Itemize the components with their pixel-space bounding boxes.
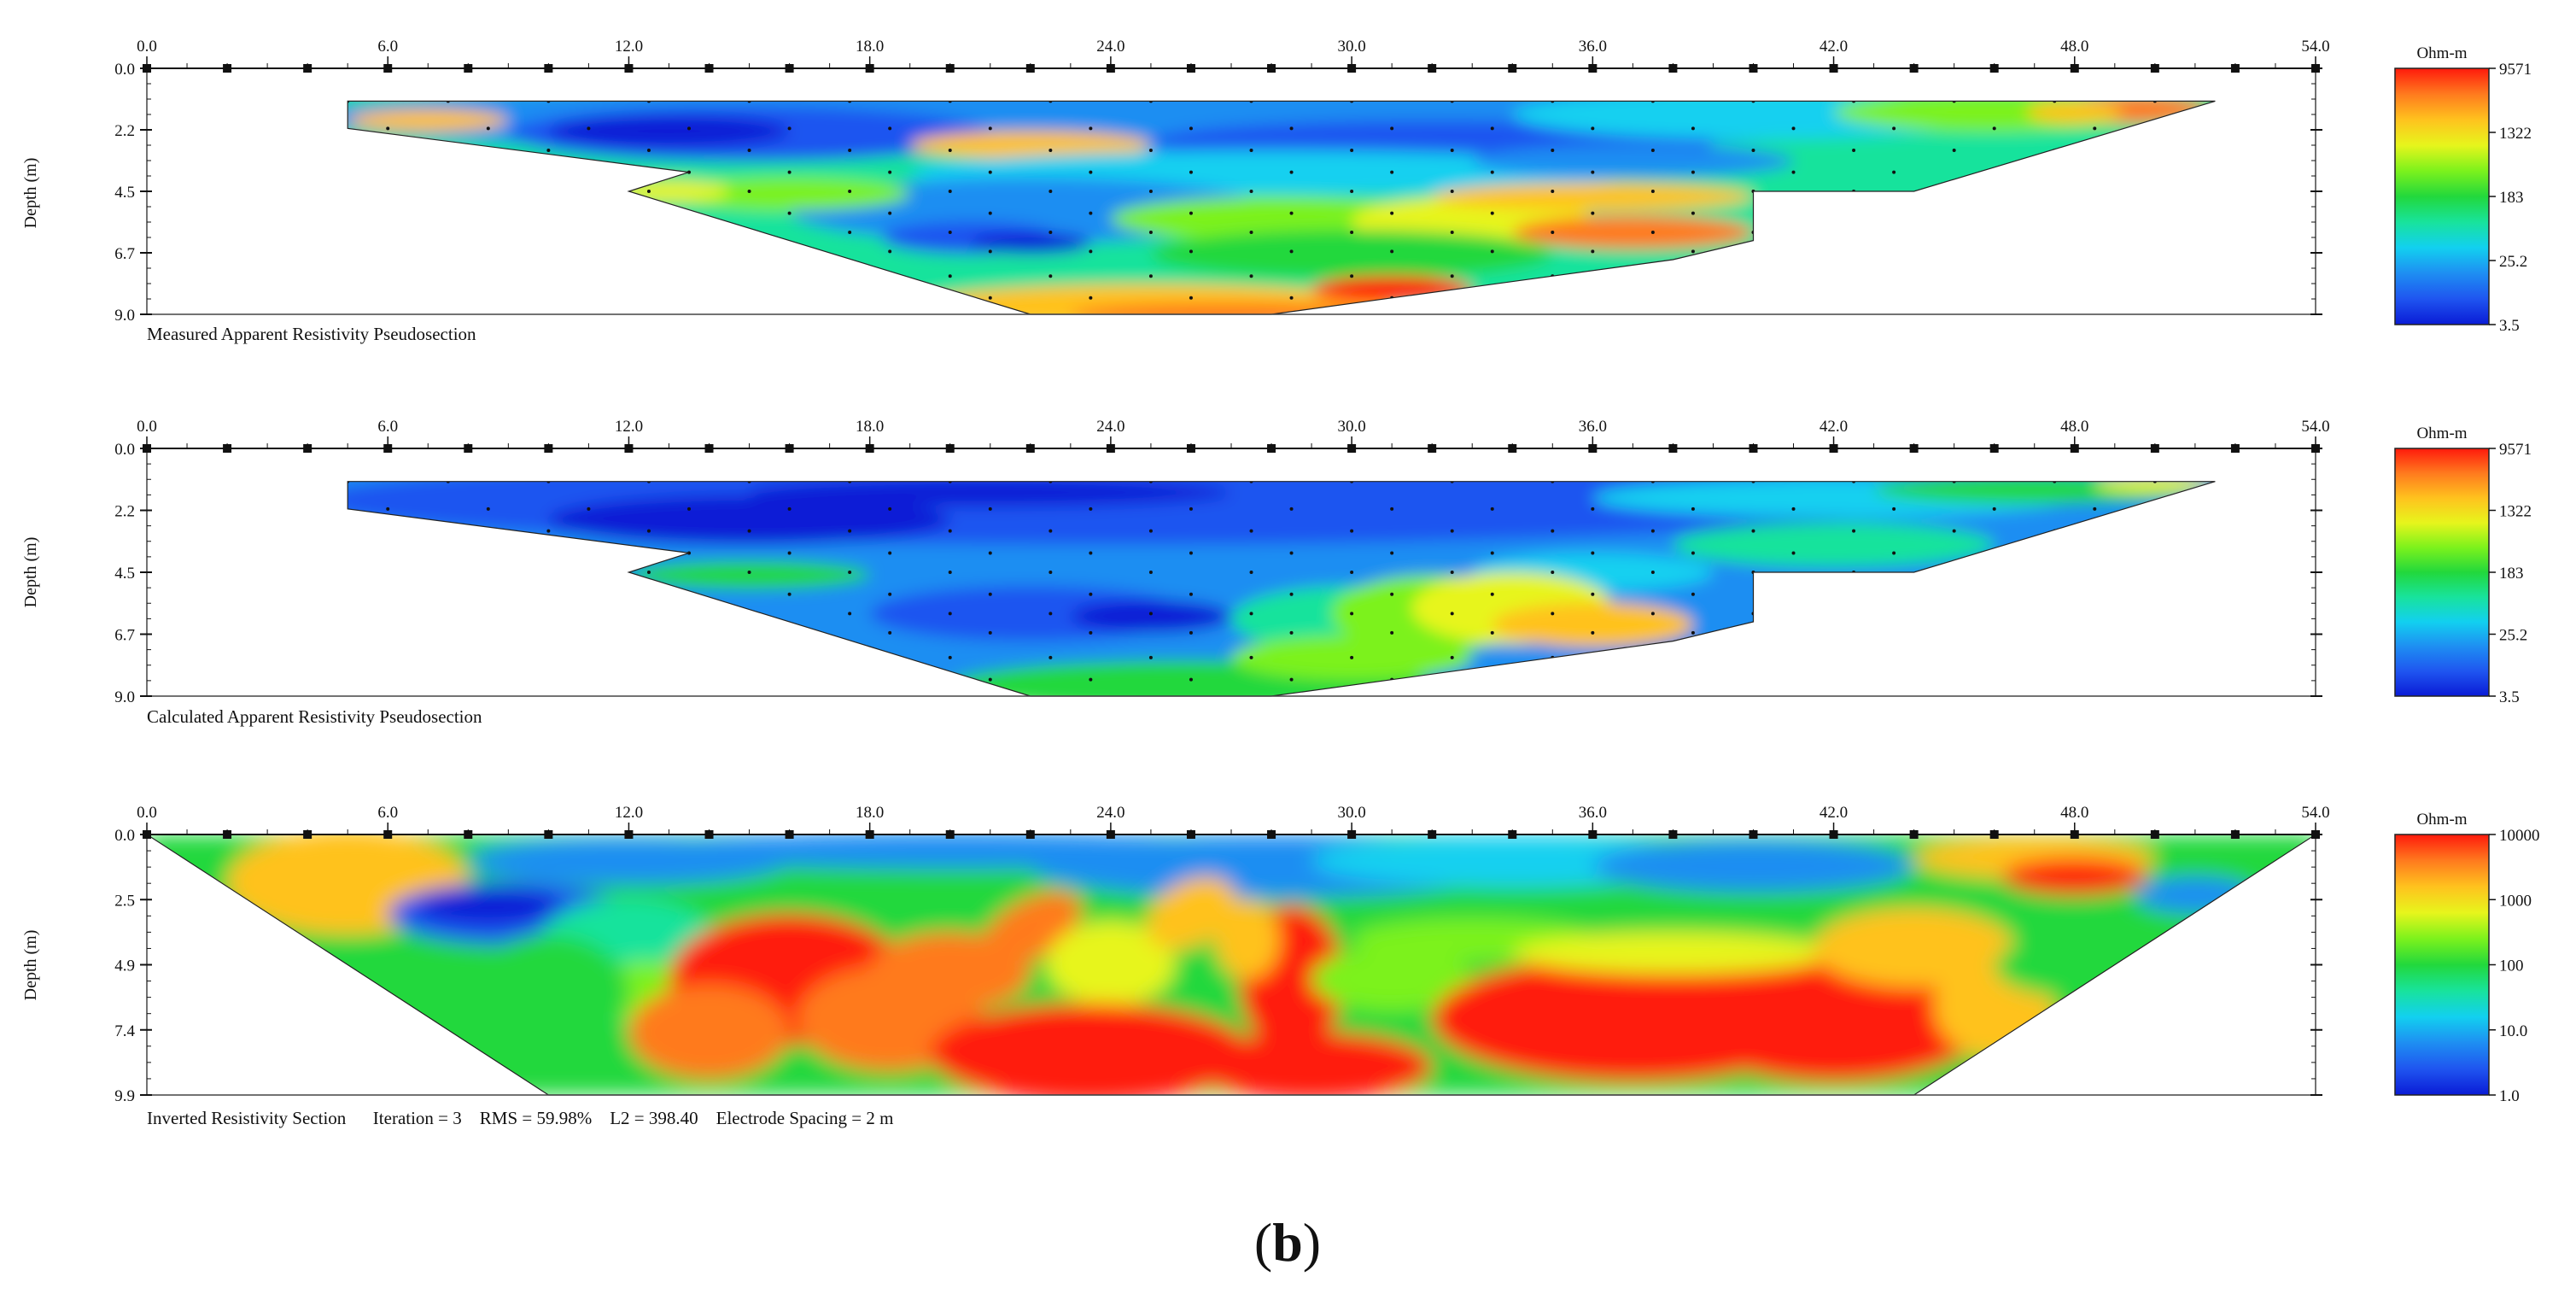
y-tick-label: 2.2	[114, 503, 135, 521]
colorbar-tick-label: 10.0	[2499, 1022, 2527, 1040]
colorbar-tick-label: 183	[2499, 189, 2524, 207]
y-tick-label: 9.9	[114, 1087, 135, 1105]
x-tick-label: 48.0	[2060, 418, 2088, 436]
figure-panel-letter: b	[1272, 1212, 1303, 1273]
x-tick-label: 12.0	[615, 804, 643, 822]
x-tick-label: 54.0	[2301, 38, 2329, 56]
section-contour-fill	[348, 101, 2216, 315]
x-tick-label: 36.0	[1579, 418, 1607, 436]
section-contour-fill	[147, 834, 2316, 1095]
y-tick-label: 4.5	[114, 184, 135, 202]
colorbar-ramp	[2394, 448, 2490, 697]
plot-axes: 0.0 6.0 12.0 18.0 24.0 30.0 36.0 42.0 48.0 54.0 0.…	[114, 418, 2329, 706]
panel-caption: Calculated Apparent Resistivity Pseudose…	[147, 706, 482, 727]
y-tick-label: 2.2	[114, 122, 135, 140]
colorbar-tick-label: 10000	[2499, 827, 2540, 845]
x-tick-label: 54.0	[2301, 418, 2329, 436]
colorbar-tick-label: 1.0	[2499, 1087, 2520, 1105]
y-axis-title: Depth (m)	[21, 930, 40, 1001]
x-tick-label: 48.0	[2060, 38, 2088, 56]
x-tick-label: 24.0	[1096, 418, 1124, 436]
x-tick-label: 6.0	[377, 804, 398, 822]
y-tick-label: 4.9	[114, 957, 135, 975]
colorbar: Ohm-m 9571 1322 183 25.2 3.5	[2394, 425, 2532, 706]
colorbar-tick-label: 9571	[2499, 61, 2532, 79]
colorbar-ramp	[2394, 834, 2490, 1096]
colorbar-tick-label: 3.5	[2499, 317, 2520, 335]
x-tick-label: 42.0	[1820, 418, 1848, 436]
x-tick-label: 48.0	[2060, 804, 2088, 822]
x-tick-label: 36.0	[1579, 38, 1607, 56]
y-axis-title: Depth (m)	[21, 537, 40, 608]
y-tick-label: 6.7	[114, 245, 135, 263]
x-tick-label: 0.0	[137, 418, 157, 436]
y-tick-label: 4.5	[114, 565, 135, 583]
colorbar-tick-label: 183	[2499, 565, 2524, 583]
x-tick-label: 42.0	[1820, 804, 1848, 822]
y-axis-title: Depth (m)	[21, 158, 40, 229]
colorbar-tick-label: 100	[2499, 957, 2524, 975]
y-tick-label: 6.7	[114, 627, 135, 645]
colorbar-tick-label: 3.5	[2499, 688, 2520, 706]
x-tick-label: 18.0	[856, 418, 884, 436]
y-tick-label: 2.5	[114, 892, 135, 910]
x-tick-label: 18.0	[856, 804, 884, 822]
y-tick-label: 0.0	[114, 827, 135, 845]
y-tick-label: 0.0	[114, 61, 135, 79]
colorbar: Ohm-m 10000 1000 100 10.0 1.0	[2394, 811, 2540, 1105]
calculated-resistivity-fill	[347, 481, 2216, 697]
x-tick-label: 30.0	[1337, 804, 1365, 822]
panel-caption: Inverted Resistivity Section Iteration =…	[147, 1108, 893, 1128]
colorbar-tick-label: 25.2	[2499, 253, 2527, 271]
measured-resistivity-fill	[347, 100, 2216, 315]
measured-pseudosection-panel: 0.0 6.0 12.0 18.0 24.0 30.0 36.0 42.0 48.0 54.0 0.…	[21, 38, 2532, 344]
x-tick-label: 0.0	[137, 804, 157, 822]
inverted-resistivity-fill	[144, 834, 2318, 1096]
x-tick-label: 18.0	[856, 38, 884, 56]
x-tick-label: 30.0	[1337, 418, 1365, 436]
x-tick-label: 24.0	[1096, 38, 1124, 56]
figure-panel-label: (b)	[1254, 1212, 1321, 1273]
colorbar-ramp	[2394, 67, 2490, 325]
y-tick-label: 9.0	[114, 688, 135, 706]
x-tick-label: 12.0	[615, 418, 643, 436]
plot-axes: 0.0 6.0 12.0 18.0 24.0 30.0 36.0 42.0 48.0 54.0 0.…	[114, 38, 2329, 325]
x-tick-label: 0.0	[137, 38, 157, 56]
colorbar-tick-label: 1322	[2499, 503, 2532, 521]
x-tick-label: 54.0	[2301, 804, 2329, 822]
section-outline	[347, 100, 2216, 315]
colorbar: Ohm-m 9571 1322 183 25.2 3.5	[2394, 44, 2532, 335]
plot-axes: 0.0 6.0 12.0 18.0 24.0 30.0 36.0 42.0 48.0 54.0 0.…	[114, 804, 2329, 1105]
x-tick-label: 30.0	[1337, 38, 1365, 56]
panel-caption: Measured Apparent Resistivity Pseudosect…	[147, 324, 476, 344]
colorbar-tick-label: 1000	[2499, 892, 2532, 910]
section-contour-fill	[348, 481, 2216, 696]
colorbar-tick-label: 9571	[2499, 441, 2532, 459]
x-tick-label: 36.0	[1579, 804, 1607, 822]
x-tick-label: 24.0	[1096, 804, 1124, 822]
y-tick-label: 0.0	[114, 441, 135, 459]
colorbar-tick-label: 1322	[2499, 125, 2532, 143]
section-outline	[347, 481, 2216, 697]
colorbar-unit: Ohm-m	[2416, 44, 2467, 62]
colorbar-tick-label: 25.2	[2499, 627, 2527, 645]
x-tick-label: 6.0	[377, 418, 398, 436]
y-tick-label: 9.0	[114, 307, 135, 325]
x-tick-label: 12.0	[615, 38, 643, 56]
colorbar-unit: Ohm-m	[2416, 425, 2467, 442]
y-tick-label: 7.4	[114, 1022, 135, 1040]
inverted-section-panel: 0.0 6.0 12.0 18.0 24.0 30.0 36.0 42.0 48.0 54.0 0.…	[21, 804, 2540, 1128]
calculated-pseudosection-panel: 0.0 6.0 12.0 18.0 24.0 30.0 36.0 42.0 48.0 54.0 0.…	[21, 418, 2532, 727]
x-tick-label: 42.0	[1820, 38, 1848, 56]
x-tick-label: 6.0	[377, 38, 398, 56]
colorbar-unit: Ohm-m	[2416, 811, 2467, 829]
